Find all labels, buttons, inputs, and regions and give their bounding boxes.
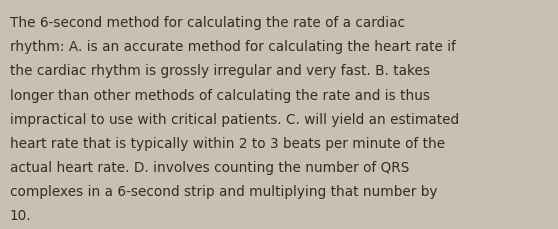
Text: actual heart rate. D. involves counting the number of QRS: actual heart rate. D. involves counting … [10,160,410,174]
Text: impractical to use with critical patients. C. will yield an estimated: impractical to use with critical patient… [10,112,459,126]
Text: heart rate that is typically within 2 to 3 beats per minute of the: heart rate that is typically within 2 to… [10,136,445,150]
Text: The 6-second method for calculating the rate of a cardiac: The 6-second method for calculating the … [10,16,405,30]
Text: 10.: 10. [10,208,32,222]
Text: the cardiac rhythm is grossly irregular and very fast. B. takes: the cardiac rhythm is grossly irregular … [10,64,430,78]
Text: complexes in a 6-second strip and multiplying that number by: complexes in a 6-second strip and multip… [10,184,437,198]
Text: longer than other methods of calculating the rate and is thus: longer than other methods of calculating… [10,88,430,102]
Text: rhythm: A. is an accurate method for calculating the heart rate if: rhythm: A. is an accurate method for cal… [10,40,456,54]
